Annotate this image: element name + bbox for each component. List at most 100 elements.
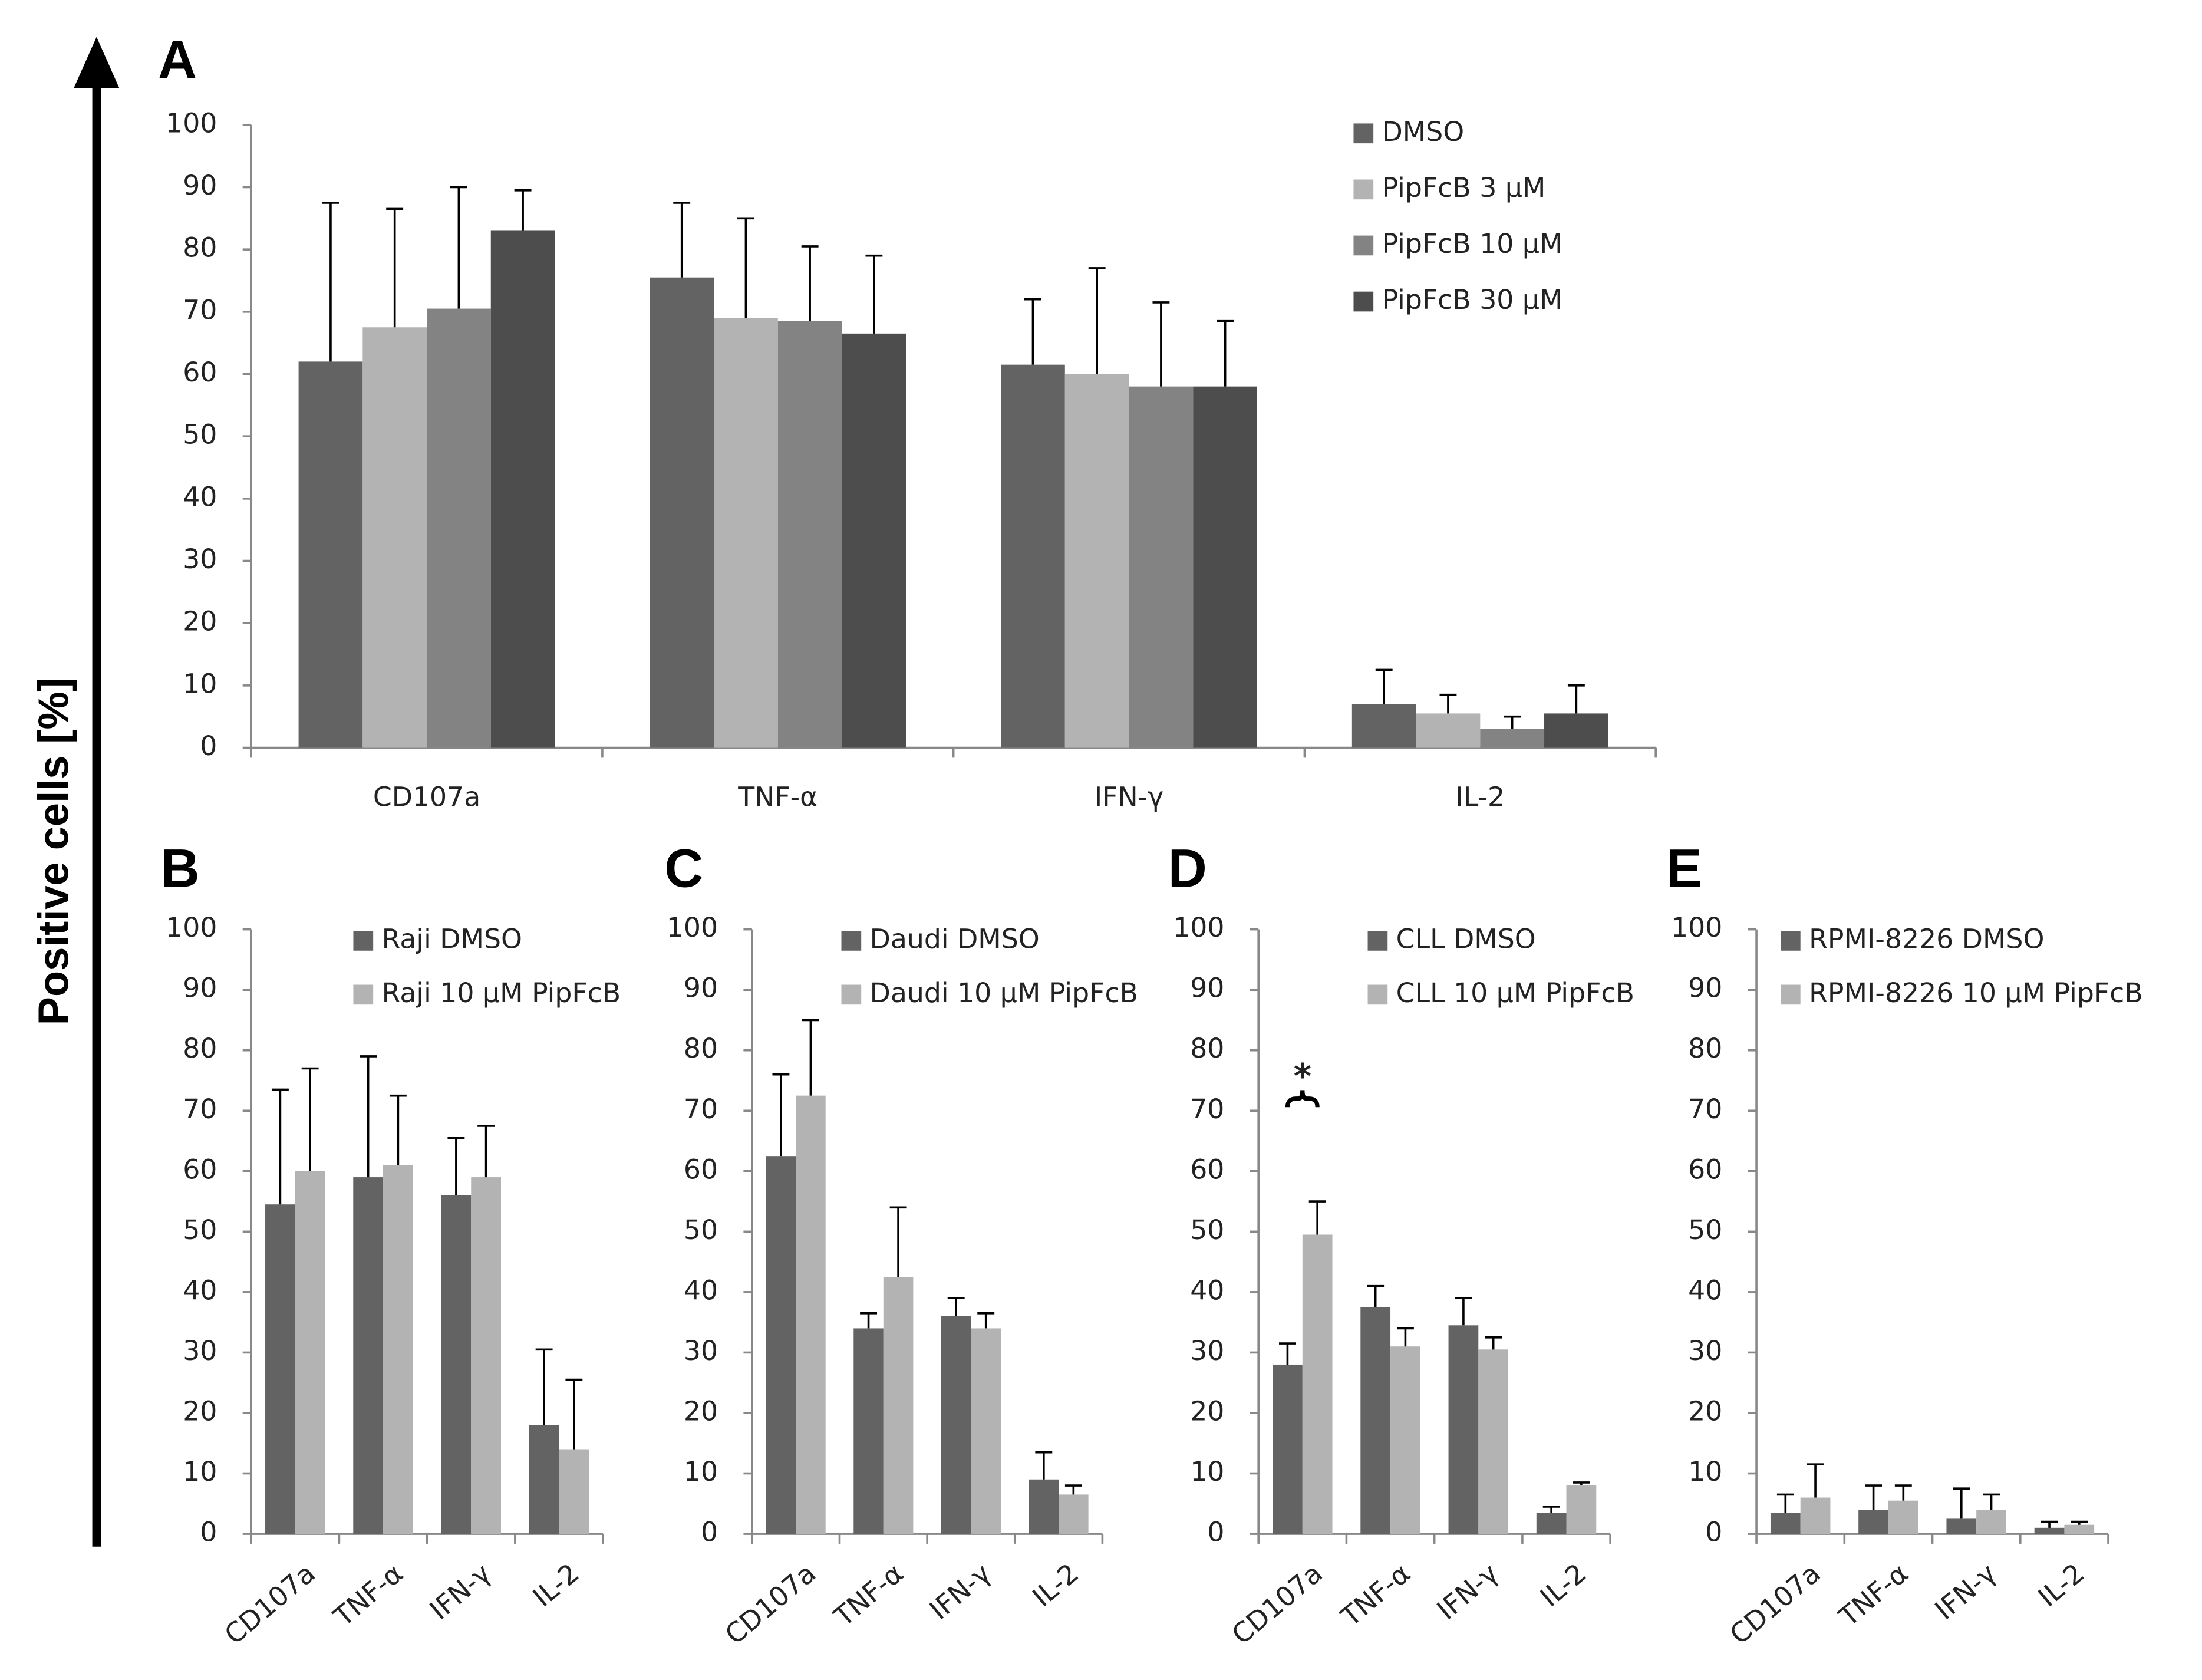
- legend-swatch: [353, 984, 374, 1005]
- annotation: *: [1294, 1056, 1311, 1096]
- y-tick-label: 10: [183, 668, 217, 699]
- y-tick-label: 0: [1705, 1517, 1722, 1548]
- x-tick-label: IFN-γ: [424, 1557, 497, 1626]
- error-bar: [1953, 1487, 1970, 1519]
- bar: [853, 1328, 884, 1534]
- y-tick-label: 60: [183, 357, 217, 388]
- y-tick-label: 100: [1671, 912, 1722, 943]
- error-bar: [947, 1297, 965, 1316]
- error-bar: [1485, 1336, 1502, 1350]
- bar: [1478, 1349, 1509, 1534]
- error-bar: [1152, 301, 1170, 387]
- panel-label: D: [1168, 839, 1207, 899]
- bar: [842, 333, 906, 748]
- y-tick-label: 50: [684, 1214, 718, 1246]
- error-bar: [1542, 1506, 1560, 1513]
- y-tick-label: 0: [701, 1517, 718, 1548]
- bar: [1770, 1513, 1801, 1534]
- bar: [353, 1177, 384, 1534]
- error-bar: [772, 1073, 790, 1157]
- x-tick-label: IFN-γ: [1929, 1557, 2002, 1626]
- y-tick-label: 10: [1688, 1456, 1722, 1487]
- arrow-head: [74, 37, 120, 88]
- error-bar: [514, 189, 532, 231]
- legend-label: CLL 10 µM PipFcB: [1396, 977, 1634, 1009]
- x-tick-label: CD107a: [1724, 1557, 1827, 1651]
- error-bar: [447, 1137, 465, 1195]
- legend-swatch: [841, 984, 862, 1005]
- legend-swatch: [1353, 179, 1374, 200]
- y-tick-label: 80: [183, 232, 217, 263]
- error-bar: [1024, 298, 1041, 365]
- error-bar: [1455, 1297, 1472, 1326]
- bar: [1946, 1518, 1977, 1534]
- y-tick-label: 0: [200, 1517, 217, 1548]
- bar: [1059, 1494, 1089, 1534]
- y-tick-label: 90: [1190, 973, 1224, 1004]
- y-tick-label: 60: [1190, 1154, 1224, 1185]
- panel-label: A: [158, 29, 197, 90]
- bar: [1858, 1510, 1888, 1534]
- bar: [1390, 1346, 1420, 1534]
- legend-label: DMSO: [1382, 116, 1465, 147]
- error-bar: [865, 254, 883, 334]
- error-bar: [477, 1125, 495, 1178]
- y-tick-label: 70: [183, 294, 217, 325]
- y-tick-label: 80: [1688, 1033, 1722, 1064]
- error-bar: [1064, 1484, 1082, 1495]
- y-tick-label: 100: [166, 107, 217, 139]
- error-bar: [1573, 1481, 1590, 1486]
- bar: [1001, 364, 1065, 748]
- legend-label: PipFcB 10 µM: [1382, 228, 1563, 259]
- error-bar: [301, 1067, 319, 1171]
- error-bar: [1983, 1493, 2000, 1510]
- bar: [1448, 1325, 1479, 1534]
- y-tick-label: 50: [183, 419, 217, 450]
- y-tick-label: 10: [1190, 1456, 1224, 1487]
- bar: [1536, 1513, 1567, 1534]
- y-tick-label: 30: [183, 543, 217, 575]
- x-tick-label: IL-2: [1534, 1557, 1592, 1613]
- y-tick-label: 70: [684, 1093, 718, 1125]
- y-tick-label: 90: [183, 973, 217, 1004]
- error-bar: [271, 1088, 289, 1205]
- bar: [362, 327, 427, 748]
- y-tick-label: 40: [183, 1274, 217, 1306]
- x-tick-label: IFN-γ: [1095, 782, 1164, 813]
- x-tick-label: IL-2: [1027, 1557, 1084, 1613]
- bar: [1800, 1497, 1831, 1534]
- panel-label: B: [161, 839, 200, 899]
- legend-label: Daudi DMSO: [870, 923, 1040, 954]
- panel-label: C: [664, 839, 703, 899]
- legend-swatch: [1353, 123, 1374, 144]
- bar: [971, 1328, 1001, 1534]
- y-tick-label: 100: [667, 912, 718, 943]
- error-bar: [360, 1055, 377, 1178]
- error-bar: [1375, 668, 1393, 704]
- error-bar: [2041, 1520, 2058, 1528]
- y-tick-label: 60: [1688, 1154, 1722, 1185]
- legend-swatch: [1780, 931, 1801, 951]
- error-bar: [1088, 267, 1106, 374]
- bar: [1029, 1479, 1059, 1534]
- error-bar: [322, 202, 339, 362]
- legend-swatch: [1353, 235, 1374, 256]
- y-tick-label: 60: [684, 1154, 718, 1185]
- error-bar: [1894, 1484, 1912, 1501]
- x-tick-label: IFN-γ: [924, 1557, 997, 1626]
- bar: [1544, 713, 1608, 748]
- y-tick-label: 100: [1173, 912, 1224, 943]
- y-tick-label: 40: [183, 481, 217, 512]
- bar: [1416, 713, 1481, 748]
- y-tick-label: 30: [183, 1335, 217, 1366]
- error-bar: [1776, 1493, 1794, 1513]
- bar: [1480, 729, 1545, 748]
- x-tick-label: TNF-α: [1833, 1557, 1914, 1633]
- error-bar: [1308, 1200, 1326, 1235]
- error-bar: [389, 1094, 407, 1165]
- legend-label: RPMI-8226 DMSO: [1809, 923, 2044, 954]
- bar: [777, 321, 842, 748]
- y-axis-label: Positive cells [%]: [30, 677, 77, 1025]
- bar: [941, 1316, 971, 1534]
- bar: [1351, 704, 1416, 748]
